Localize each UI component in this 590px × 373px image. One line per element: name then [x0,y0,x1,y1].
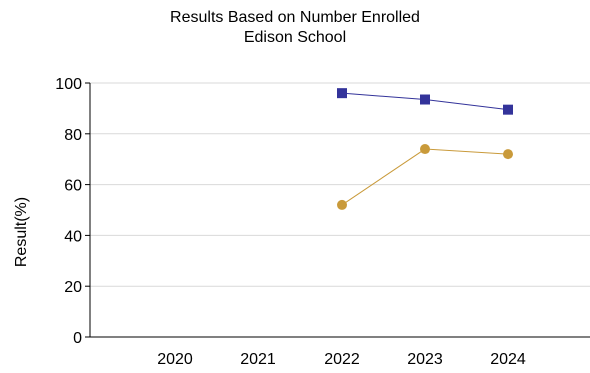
data-point [503,149,513,160]
y-tick-label: 0 [73,330,82,347]
x-tick-label: 2020 [157,351,193,368]
data-point [420,144,430,155]
x-tick-label: 2021 [240,351,276,368]
data-point [420,94,430,105]
chart-title: Results Based on Number Enrolled [170,9,420,26]
data-point [337,88,347,99]
y-tick-label: 100 [55,76,82,93]
data-point [337,199,347,210]
x-tick-label: 2023 [407,351,443,368]
series-line [341,148,509,206]
x-tick-label: 2022 [324,351,360,368]
y-tick-label: 60 [64,178,82,195]
x-tick-label: 2024 [490,351,526,368]
data-point [503,104,513,115]
y-tick-label: 40 [64,228,82,245]
chart-subtitle: Edison School [243,29,347,46]
y-tick-label: 20 [64,279,82,296]
y-tick-label: 80 [64,127,82,144]
